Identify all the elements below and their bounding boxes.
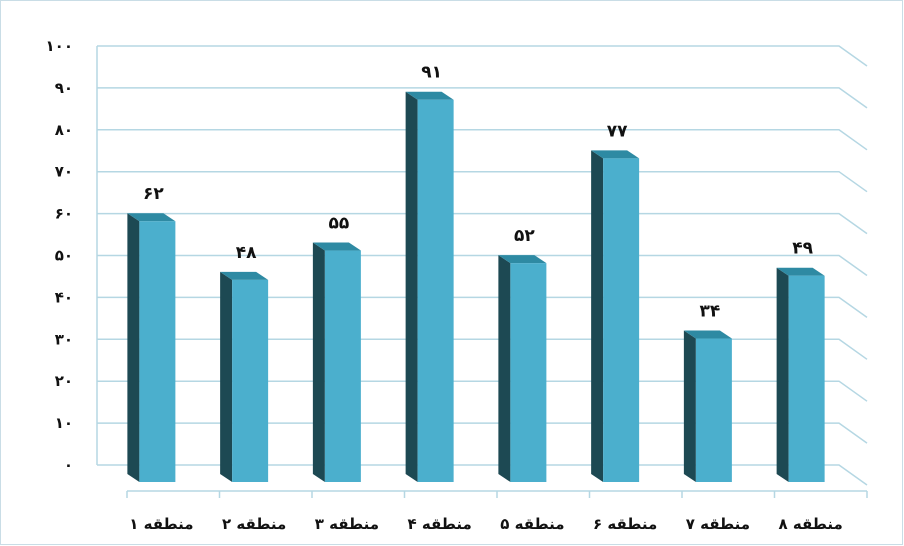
y-tick-label: ۴۰ xyxy=(55,288,73,306)
x-tick-label: منطقه ۴ xyxy=(407,515,471,533)
bar-side xyxy=(127,213,140,482)
x-tick-label: منطقه ۲ xyxy=(222,515,286,533)
bar xyxy=(139,221,176,482)
bar-top xyxy=(776,267,825,276)
data-label: ۶۲ xyxy=(143,184,164,204)
gridline xyxy=(97,45,868,67)
data-label: ۵۲ xyxy=(514,226,535,246)
bar xyxy=(417,99,454,483)
y-tick-label: ۸۰ xyxy=(55,121,73,139)
data-label: ۴۸ xyxy=(236,243,257,263)
y-tick-label: ۱۰ xyxy=(55,414,73,432)
bar xyxy=(788,275,825,482)
y-tick-label: ۷۰ xyxy=(55,163,73,181)
bar xyxy=(695,338,732,482)
y-tick-label: ۳۰ xyxy=(55,330,73,348)
gridline xyxy=(97,212,868,235)
bar-top xyxy=(683,330,732,339)
x-tick-label: منطقه ۷ xyxy=(686,515,750,533)
gridline xyxy=(97,170,868,193)
y-tick-label: ۵۰ xyxy=(55,247,73,265)
bar-top xyxy=(498,255,547,264)
data-label: ۴۹ xyxy=(792,239,813,259)
bar xyxy=(232,279,269,482)
bar-top xyxy=(312,242,361,251)
bar xyxy=(324,250,361,482)
data-label: ۳۴ xyxy=(699,302,720,322)
bar-side xyxy=(405,91,418,483)
gridline xyxy=(97,129,868,151)
y-tick-label: ۲۰ xyxy=(55,372,73,390)
data-label: ۷۷ xyxy=(607,121,628,141)
y-tick-label: ۱۰۰ xyxy=(46,37,73,55)
bar-top xyxy=(405,91,454,100)
bar-side xyxy=(312,242,325,482)
gridline xyxy=(97,380,868,402)
x-tick-label: منطقه ۳ xyxy=(315,515,379,533)
gridline xyxy=(97,87,868,109)
gridline xyxy=(97,254,868,277)
bar-side xyxy=(683,330,696,482)
bar-side xyxy=(591,150,604,482)
bar-side xyxy=(776,267,789,482)
bar-top xyxy=(591,150,640,159)
data-label: ۵۵ xyxy=(328,214,349,234)
gridline xyxy=(97,464,868,486)
y-tick-label: ۶۰ xyxy=(55,205,73,223)
y-tick-label: ۹۰ xyxy=(55,79,73,97)
gridline xyxy=(97,422,868,444)
data-label: ۹۱ xyxy=(421,63,442,83)
x-tick-label: منطقه ۶ xyxy=(593,515,657,533)
x-tick-label: منطقه ۵ xyxy=(500,515,564,533)
y-tick-label: ۰ xyxy=(64,456,73,474)
gridline xyxy=(97,338,868,360)
x-tick-label: منطقه ۸ xyxy=(778,515,842,533)
x-tick-label: منطقه ۱ xyxy=(129,515,193,533)
bar-side xyxy=(498,255,511,482)
bar-top xyxy=(220,271,269,280)
bar-side xyxy=(220,271,233,482)
bar-top xyxy=(127,213,176,222)
bar xyxy=(510,263,547,482)
bar xyxy=(603,158,640,482)
gridline xyxy=(97,296,868,319)
